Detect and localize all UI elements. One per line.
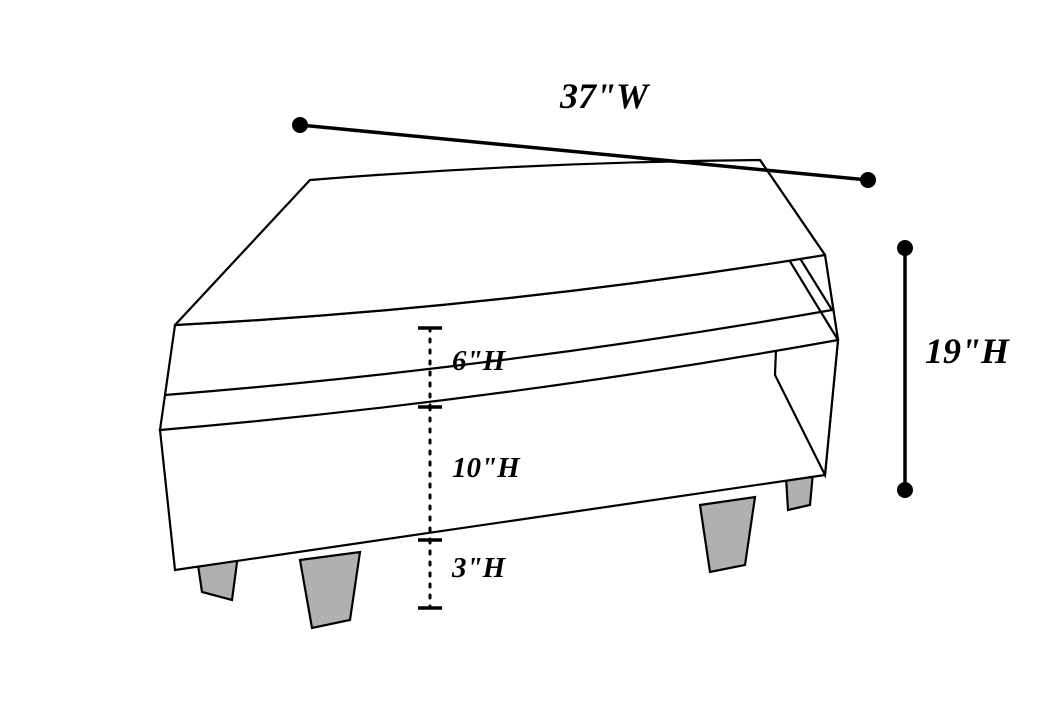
cushion-height-label: 6"H — [452, 345, 505, 378]
base-height-label: 10"H — [452, 452, 520, 485]
height-dimension-dot-top — [897, 240, 913, 256]
width-label: 37"W — [560, 75, 648, 117]
total-height-label: 19"H — [925, 330, 1009, 372]
diagram-stage: 37"W 19"H 6"H 10"H 3"H — [0, 0, 1050, 700]
width-dimension-dot-right — [860, 172, 876, 188]
ottoman-leg-right — [700, 497, 755, 572]
leg-height-label: 3"H — [452, 552, 505, 585]
ottoman-dimension-svg — [0, 0, 1050, 700]
ottoman-leg-front — [300, 552, 360, 628]
width-dimension-dot-left — [292, 117, 308, 133]
height-dimension-dot-bottom — [897, 482, 913, 498]
